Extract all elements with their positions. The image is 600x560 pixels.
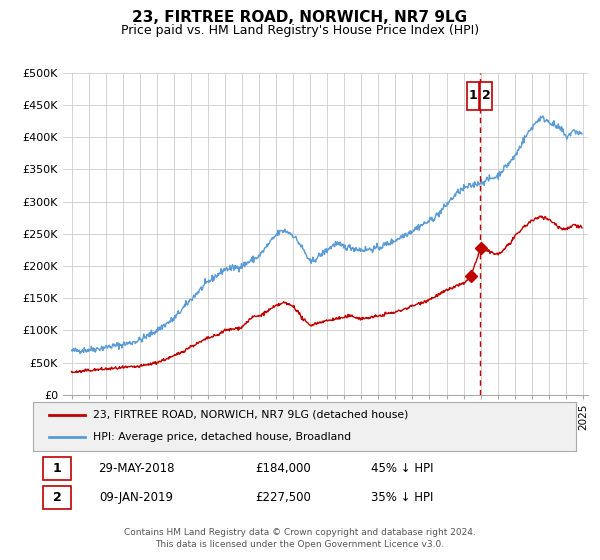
Bar [480,82,493,110]
Text: This data is licensed under the Open Government Licence v3.0.: This data is licensed under the Open Gov… [155,540,445,549]
Text: Contains HM Land Registry data © Crown copyright and database right 2024.: Contains HM Land Registry data © Crown c… [124,528,476,536]
Text: HPI: Average price, detached house, Broadland: HPI: Average price, detached house, Broa… [93,432,351,442]
Text: 29-MAY-2018: 29-MAY-2018 [98,462,175,475]
Text: 1: 1 [53,462,61,475]
FancyBboxPatch shape [43,486,71,509]
Text: 09-JAN-2019: 09-JAN-2019 [99,491,173,505]
Text: 23, FIRTREE ROAD, NORWICH, NR7 9LG (detached house): 23, FIRTREE ROAD, NORWICH, NR7 9LG (deta… [93,410,408,420]
FancyBboxPatch shape [43,458,71,480]
Text: 2: 2 [482,90,491,102]
Text: Price paid vs. HM Land Registry's House Price Index (HPI): Price paid vs. HM Land Registry's House … [121,24,479,36]
Bar [467,82,479,110]
Text: 2: 2 [53,491,61,505]
Text: £227,500: £227,500 [255,491,311,505]
Text: 45% ↓ HPI: 45% ↓ HPI [371,462,433,475]
Text: 35% ↓ HPI: 35% ↓ HPI [371,491,433,505]
Text: £184,000: £184,000 [255,462,311,475]
Text: 23, FIRTREE ROAD, NORWICH, NR7 9LG: 23, FIRTREE ROAD, NORWICH, NR7 9LG [133,10,467,25]
Text: 1: 1 [469,90,478,102]
